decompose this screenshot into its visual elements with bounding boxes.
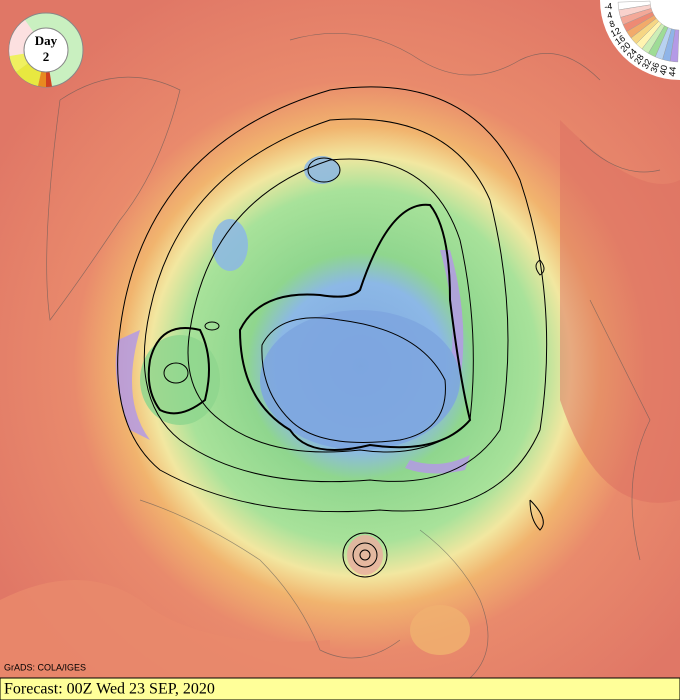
contours: [117, 86, 548, 578]
day-badge: Day 2: [8, 12, 84, 88]
footer-text: Forecast: 00Z Wed 23 SEP, 2020: [4, 681, 215, 698]
coastlines: [46, 32, 661, 679]
colorbar-label: 36: [648, 61, 661, 74]
field-shapes: [0, 120, 680, 678]
colorbar-label: 8: [608, 18, 616, 29]
day-number: 2: [43, 49, 50, 64]
colorbar-label: 44: [667, 66, 678, 77]
colorbar-label: 40: [658, 64, 670, 76]
colorbar-label: 24: [625, 47, 639, 61]
colorbar-label: 28: [632, 52, 646, 66]
colorbar-label: 32: [640, 57, 653, 70]
credit: GrADS: COLA/IGES: [4, 662, 86, 672]
colorbar-label: 4: [606, 10, 613, 21]
colorbar-label: -4: [604, 1, 613, 12]
colorbar-label: 20: [619, 40, 633, 54]
colorbar-label: 12: [609, 25, 622, 38]
colorbar-label: 16: [613, 33, 627, 47]
day-label: Day: [35, 33, 58, 48]
footer-bar: [0, 677, 680, 700]
colorbar-segment: [669, 29, 680, 63]
